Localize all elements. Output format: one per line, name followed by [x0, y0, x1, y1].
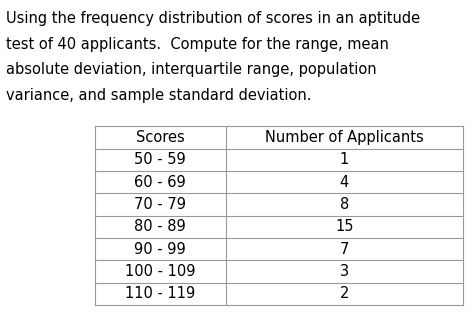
- Text: Number of Applicants: Number of Applicants: [265, 130, 424, 145]
- Text: 15: 15: [335, 219, 353, 234]
- Text: 2: 2: [340, 286, 349, 301]
- Text: 8: 8: [340, 197, 349, 212]
- Text: Using the frequency distribution of scores in an aptitude: Using the frequency distribution of scor…: [6, 11, 420, 26]
- Text: 3: 3: [340, 264, 349, 279]
- Text: 50 - 59: 50 - 59: [134, 152, 186, 167]
- Text: 110 - 119: 110 - 119: [125, 286, 195, 301]
- Text: test of 40 applicants.  Compute for the range, mean: test of 40 applicants. Compute for the r…: [6, 37, 389, 51]
- Text: 1: 1: [340, 152, 349, 167]
- Text: Scores: Scores: [136, 130, 185, 145]
- Text: 4: 4: [340, 175, 349, 190]
- Text: 80 - 89: 80 - 89: [134, 219, 186, 234]
- Text: 100 - 109: 100 - 109: [125, 264, 196, 279]
- Text: 7: 7: [340, 242, 349, 257]
- Text: 90 - 99: 90 - 99: [134, 242, 186, 257]
- Text: absolute deviation, interquartile range, population: absolute deviation, interquartile range,…: [6, 62, 376, 77]
- Text: variance, and sample standard deviation.: variance, and sample standard deviation.: [6, 88, 311, 103]
- Text: 60 - 69: 60 - 69: [134, 175, 186, 190]
- Text: 70 - 79: 70 - 79: [134, 197, 186, 212]
